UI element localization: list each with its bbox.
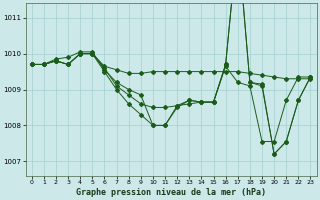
X-axis label: Graphe pression niveau de la mer (hPa): Graphe pression niveau de la mer (hPa)	[76, 188, 266, 197]
